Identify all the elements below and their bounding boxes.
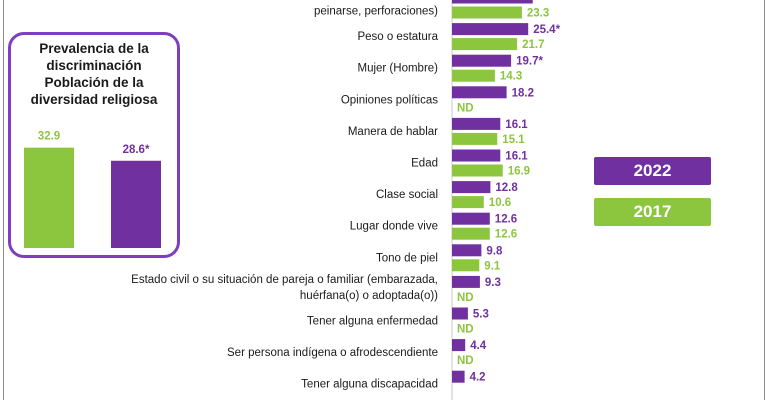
prevalence-bar-2022 — [111, 160, 161, 248]
prevalence-bar-2017 — [24, 147, 74, 248]
legend-item-2017: 2017 — [594, 198, 711, 226]
value-label-2017: ND — [457, 355, 474, 367]
legend-item-2022: 2022 — [594, 157, 711, 185]
value-label-2022: 16.1 — [505, 119, 528, 131]
value-label-2022: 25.4* — [533, 24, 560, 36]
value-label-2017: 10.6 — [489, 197, 511, 209]
value-label-2022: 9.3 — [485, 277, 501, 289]
bar-2022 — [452, 244, 482, 257]
category-label: Opiniones políticas — [341, 94, 438, 106]
category-label: Peso o estatura — [357, 31, 438, 43]
bar-2022 — [452, 54, 512, 67]
value-label-2022: 4.4 — [470, 340, 487, 352]
value-label-2022: 18.2 — [512, 87, 534, 99]
prevalence-value-2022: 28.6* — [123, 144, 150, 156]
category-label: Tener alguna enfermedad — [307, 316, 438, 328]
category-label: Estado civil o su situación de pareja o … — [131, 274, 438, 286]
bar-2017 — [452, 164, 503, 177]
category-label: Tener alguna discapacidad — [301, 379, 438, 391]
value-label-2017: 15.1 — [502, 134, 525, 146]
value-label-2022: 4.2 — [470, 372, 486, 384]
value-label-2022: 9.8 — [486, 245, 503, 257]
bar-2022 — [452, 339, 466, 352]
legend-label-2017: 2017 — [633, 202, 672, 221]
prevalence-title-line: Prevalencia de la — [39, 41, 149, 56]
bar-2022 — [452, 23, 529, 36]
value-label-2022: 12.6 — [495, 214, 517, 226]
prevalence-title: Prevalencia de la discriminación Poblaci… — [11, 40, 177, 108]
value-label-2022: 12.8 — [495, 182, 518, 194]
category-label: Clase social — [376, 189, 438, 201]
category-label: Tono de piel — [376, 252, 438, 264]
left-frame-line — [3, 0, 4, 400]
prevalence-box: Prevalencia de la discriminación Poblaci… — [8, 32, 180, 258]
bar-2022 — [452, 212, 490, 225]
bar-2022 — [452, 117, 501, 130]
bar-2022 — [452, 370, 465, 383]
bar-2017 — [452, 38, 518, 51]
right-frame-line — [764, 0, 765, 400]
value-label-2022: 5.3 — [473, 309, 489, 321]
bar-2017 — [452, 6, 522, 19]
category-label: peinarse, perforaciones) — [314, 6, 438, 18]
bar-2017 — [452, 259, 480, 272]
bar-2022 — [452, 0, 533, 4]
value-label-2017: 12.6 — [495, 229, 517, 241]
category-label: Mujer (Hombre) — [357, 63, 438, 75]
value-label-2017: 16.9 — [508, 166, 530, 178]
prevalence-value-2017: 32.9 — [38, 131, 60, 143]
bar-2017 — [452, 132, 498, 145]
prevalence-title-line: Población de la — [44, 75, 144, 90]
prevalence-chart: 32.9 28.6* — [24, 131, 161, 248]
bar-2022 — [452, 181, 491, 194]
value-label-2022: 16.1 — [505, 151, 528, 163]
prevalence-title-line: discriminación — [46, 58, 142, 73]
value-label-2017: ND — [457, 324, 474, 336]
bar-2017 — [452, 227, 490, 240]
value-label-2022: 19.7* — [516, 56, 543, 68]
bar-2017 — [452, 69, 495, 82]
value-label-2017: ND — [457, 102, 474, 114]
value-label-2017: ND — [457, 292, 474, 304]
category-label: Edad — [411, 158, 438, 170]
category-label: Ser persona indígena o afrodescendiente — [227, 347, 438, 359]
bar-2022 — [452, 86, 507, 99]
bar-2022 — [452, 149, 501, 162]
bar-2022 — [452, 307, 468, 320]
category-label: Manera de hablar — [348, 126, 438, 138]
value-label-2017: 14.3 — [500, 71, 522, 83]
category-label: Lugar donde vive — [350, 221, 438, 233]
value-label-2017: 21.7 — [522, 39, 544, 51]
value-label-2017: 9.1 — [484, 260, 501, 272]
bar-2022 — [452, 275, 480, 288]
category-label: huérfana(o) o adoptada(o)) — [300, 290, 438, 302]
bar-2017 — [452, 196, 484, 209]
value-label-2017: 23.3 — [527, 8, 549, 20]
prevalence-title-line: diversidad religiosa — [30, 92, 158, 107]
legend-label-2022: 2022 — [633, 161, 672, 180]
